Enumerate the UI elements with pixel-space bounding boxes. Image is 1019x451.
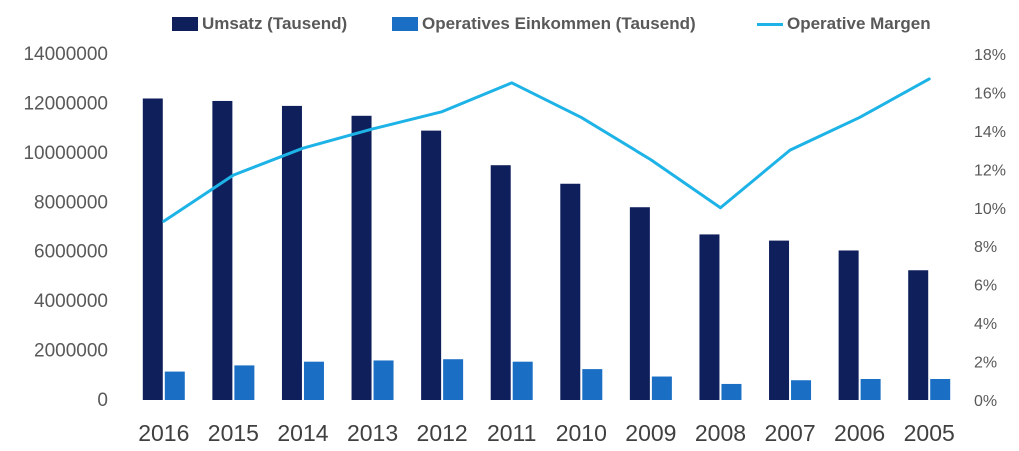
y-right-tick-label: 10%: [974, 201, 1006, 218]
y-left-tick-label: 0: [97, 390, 108, 411]
legend-swatch-revenue: [172, 17, 198, 31]
x-tick-label: 2012: [417, 420, 468, 446]
y-right-tick-label: 8%: [974, 239, 997, 256]
bar-operating-income: [721, 383, 742, 400]
bar-revenue: [212, 100, 233, 400]
x-tick-label: 2008: [695, 420, 746, 446]
bar-operating-income: [234, 365, 255, 400]
bar-revenue: [699, 234, 720, 400]
y-left-tick-label: 6000000: [34, 242, 108, 263]
bar-revenue: [281, 105, 302, 401]
x-tick-label: 2016: [138, 420, 189, 446]
bar-revenue: [629, 207, 650, 400]
bar-revenue: [421, 130, 442, 400]
bar-operating-income: [373, 360, 394, 400]
x-tick-label: 2009: [625, 420, 676, 446]
bar-operating-income: [443, 359, 464, 400]
y-right-tick-label: 18%: [974, 47, 1006, 64]
y-right-tick-label: 4%: [974, 316, 997, 333]
y-right-tick-label: 2%: [974, 355, 997, 372]
y-right-tick-label: 14%: [974, 124, 1006, 141]
legend-label-operating-income: Operatives Einkommen (Tausend): [422, 14, 696, 33]
y-left-tick-label: 4000000: [34, 291, 108, 312]
y-right-tick-label: 16%: [974, 85, 1006, 102]
bar-operating-income: [791, 380, 812, 400]
bar-operating-income: [860, 378, 881, 400]
line-operating-margin: [162, 77, 931, 223]
bar-operating-income: [512, 361, 533, 400]
x-tick-label: 2005: [904, 420, 955, 446]
y-right-tick-label: 12%: [974, 162, 1006, 179]
bar-operating-income: [930, 378, 951, 400]
y-left-tick-label: 14000000: [23, 44, 108, 65]
bar-operating-income: [651, 376, 672, 400]
x-tick-label: 2007: [764, 420, 815, 446]
bar-operating-income: [582, 369, 603, 400]
bar-revenue: [560, 183, 581, 400]
y-right-tick-label: 0%: [974, 393, 997, 410]
y-left-tick-label: 12000000: [23, 93, 108, 114]
x-tick-label: 2010: [556, 420, 607, 446]
legend-label-operating-margin: Operative Margen: [787, 14, 931, 33]
legend-item-operating-income: Operatives Einkommen (Tausend): [392, 14, 696, 34]
x-tick-label: 2015: [208, 420, 259, 446]
bar-revenue: [142, 98, 163, 400]
bar-operating-income: [164, 371, 185, 400]
bar-revenue: [838, 250, 859, 400]
x-tick-label: 2014: [277, 420, 328, 446]
bar-revenue: [351, 115, 372, 401]
legend-swatch-operating-income: [392, 17, 418, 31]
y-right-tick-label: 6%: [974, 278, 997, 295]
y-left-tick-label: 8000000: [34, 192, 108, 213]
legend-item-revenue: Umsatz (Tausend): [172, 14, 347, 34]
bar-revenue: [490, 165, 511, 400]
legend-label-revenue: Umsatz (Tausend): [202, 14, 348, 33]
legend: Umsatz (Tausend) Operatives Einkommen (T…: [0, 14, 1019, 38]
x-tick-label: 2013: [347, 420, 398, 446]
legend-item-operating-margin: Operative Margen: [757, 14, 931, 34]
bar-revenue: [769, 240, 790, 400]
x-tick-label: 2011: [487, 420, 536, 446]
bar-operating-income: [303, 361, 324, 400]
y-left-tick-label: 10000000: [23, 143, 108, 164]
legend-swatch-operating-margin: [757, 22, 783, 26]
y-left-tick-label: 2000000: [34, 341, 108, 362]
bar-revenue: [908, 270, 929, 400]
x-tick-label: 2006: [834, 420, 885, 446]
